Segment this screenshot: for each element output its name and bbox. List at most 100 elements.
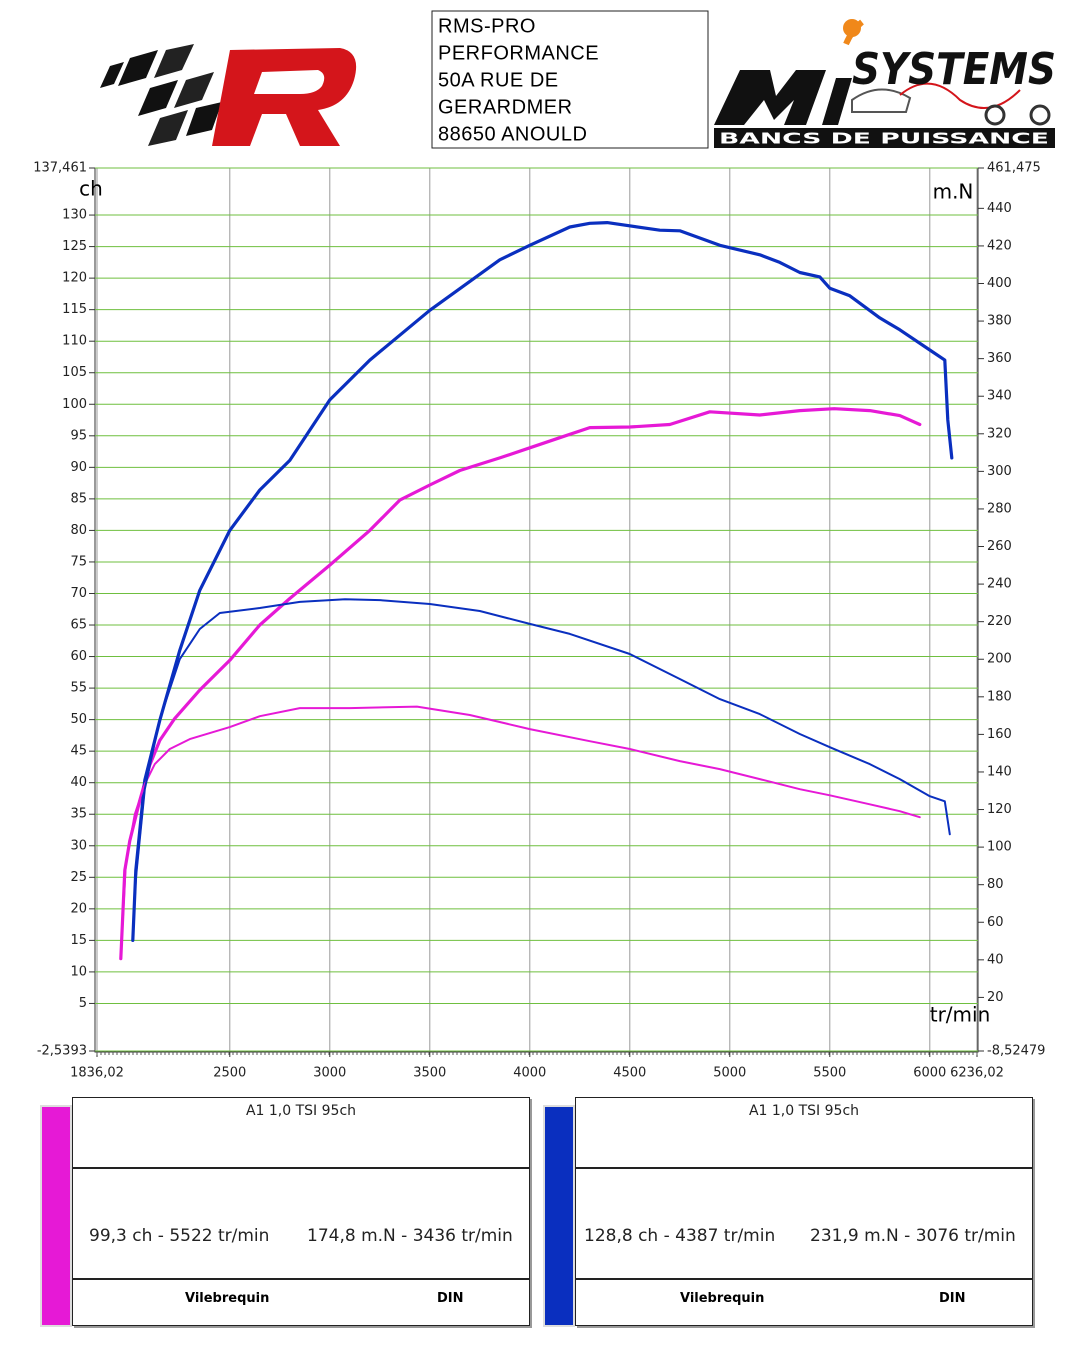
legend-color [543,1105,575,1327]
plot-area [94,167,979,1053]
power-curve [119,407,922,961]
y-tick-label: 65 [70,618,87,633]
y-tick-label: 45 [70,744,87,759]
legend-title: A1 1,0 TSI 95ch [748,1103,860,1119]
logo-tagline: BANCS DE PUISSANCE [719,130,1049,148]
peak-torque: 174,8 m.N - 3436 tr/min [307,1226,513,1246]
address-box [431,10,709,149]
peak-power: 99,3 ch - 5522 tr/min [89,1226,270,1246]
address-line: GERARDMER [438,96,573,118]
address-line: 88650 ANOULD [438,123,587,145]
y2-tick-label: 180 [987,689,1012,704]
y-tick-label: 5 [79,996,87,1011]
x-tick-label: 1836,02 [70,1066,124,1081]
y2-tick-label: -8,52479 [987,1044,1045,1059]
y-tick-label: 115 [62,302,87,317]
legend-panel: A1 1,0 TSI 95ch 128,8 ch - 4387 tr/min 2… [543,1097,1033,1327]
y2-tick-label: 440 [987,201,1012,216]
y2-tick-label: 260 [987,539,1012,554]
curves [119,221,954,961]
legend-box: A1 1,0 TSI 95ch 99,3 ch - 5522 tr/min 17… [72,1097,530,1326]
y-tick-label: 40 [70,775,87,790]
y2-tick-label: 200 [987,652,1012,667]
y2-axis-label: m.N [933,180,974,204]
y-tick-label: 130 [62,208,87,223]
x-tick-label: 3000 [313,1066,346,1081]
y2-tick-label: 461,475 [987,161,1041,176]
peak-power: 128,8 ch - 4387 tr/min [584,1226,776,1246]
y-tick-label: 120 [62,271,87,286]
x-tick-label: 4000 [513,1066,546,1081]
norm: DIN [939,1291,966,1306]
chart: RMS-PRO PERFORMANCE 50A RUE DE GERARDMER… [33,10,1056,1081]
y-tick-label: 30 [70,838,87,853]
legend-color [40,1105,72,1327]
y-tick-label: 75 [70,554,87,569]
y-tick-label: 60 [70,649,87,664]
address-line: 50A RUE DE [438,69,559,91]
y2-tick-label: 120 [987,802,1012,817]
grid: 1836,02 2500 3000 3500 4000 4500 5000 5500 6000 6… [33,161,1045,1081]
y2-tick-label: 280 [987,501,1012,516]
mode: Vilebrequin [680,1291,765,1306]
y-tick-label: 55 [70,681,87,696]
y2-tick-label: 340 [987,389,1012,404]
y2-tick-label: 240 [987,577,1012,592]
x-tick-label: 6000 [913,1066,946,1081]
y-tick-label: 85 [70,491,87,506]
row-line [73,1278,529,1280]
y-tick-label: 90 [70,460,87,475]
y2-tick-label: 160 [987,727,1012,742]
y2-tick-label: 20 [987,990,1004,1005]
y-tick-label: 95 [70,428,87,443]
row-line [576,1167,1032,1169]
y2-tick-label: 300 [987,464,1012,479]
y2-tick-label: 360 [987,351,1012,366]
y-tick-label: 105 [62,365,87,380]
y2-tick-label: 220 [987,614,1012,629]
legend-box: A1 1,0 TSI 95ch 128,8 ch - 4387 tr/min 2… [575,1097,1033,1326]
y-tick-label: 50 [70,712,87,727]
logo-left [100,44,357,146]
y-tick-label: -2,5393 [37,1044,87,1059]
y-axis-label: ch [79,177,103,201]
power-curve [131,221,954,942]
x-tick-label: 5000 [713,1066,746,1081]
x-tick-label: 6236,02 [950,1066,1004,1081]
y2-tick-label: 140 [987,764,1012,779]
address-line: RMS-PRO [438,15,536,37]
y2-tick-label: 320 [987,426,1012,441]
y-tick-label: 10 [70,964,87,979]
logo-right: SYSTEMS BANCS DE PUISSANCE [714,19,1056,148]
row-line [576,1278,1032,1280]
y-tick-label: 35 [70,807,87,822]
y-tick-label: 125 [62,239,87,254]
torque-curve [119,705,921,959]
y2-tick-label: 60 [987,915,1004,930]
row-line [73,1167,529,1169]
y-tick-label: 110 [62,334,87,349]
y-tick-label: 70 [70,586,87,601]
x-tick-label: 2500 [213,1066,246,1081]
mode: Vilebrequin [185,1291,270,1306]
address-line: PERFORMANCE [438,42,599,64]
y-tick-label: 137,461 [33,161,87,176]
norm: DIN [437,1291,464,1306]
y-tick-label: 20 [70,901,87,916]
x-axis-label: tr/min [930,1003,991,1027]
y-tick-label: 80 [70,523,87,538]
y2-tick-label: 40 [987,952,1004,967]
y2-tick-label: 380 [987,314,1012,329]
y2-tick-label: 100 [987,840,1012,855]
y2-tick-label: 80 [987,877,1004,892]
logo-brand: SYSTEMS [852,44,1056,95]
y2-tick-label: 400 [987,276,1012,291]
x-tick-label: 3500 [413,1066,446,1081]
y-tick-label: 100 [62,397,87,412]
legend-title: A1 1,0 TSI 95ch [245,1103,357,1119]
x-tick-label: 5500 [813,1066,846,1081]
torque-curve [131,598,951,941]
y2-tick-label: 420 [987,238,1012,253]
peak-torque: 231,9 m.N - 3076 tr/min [810,1226,1016,1246]
